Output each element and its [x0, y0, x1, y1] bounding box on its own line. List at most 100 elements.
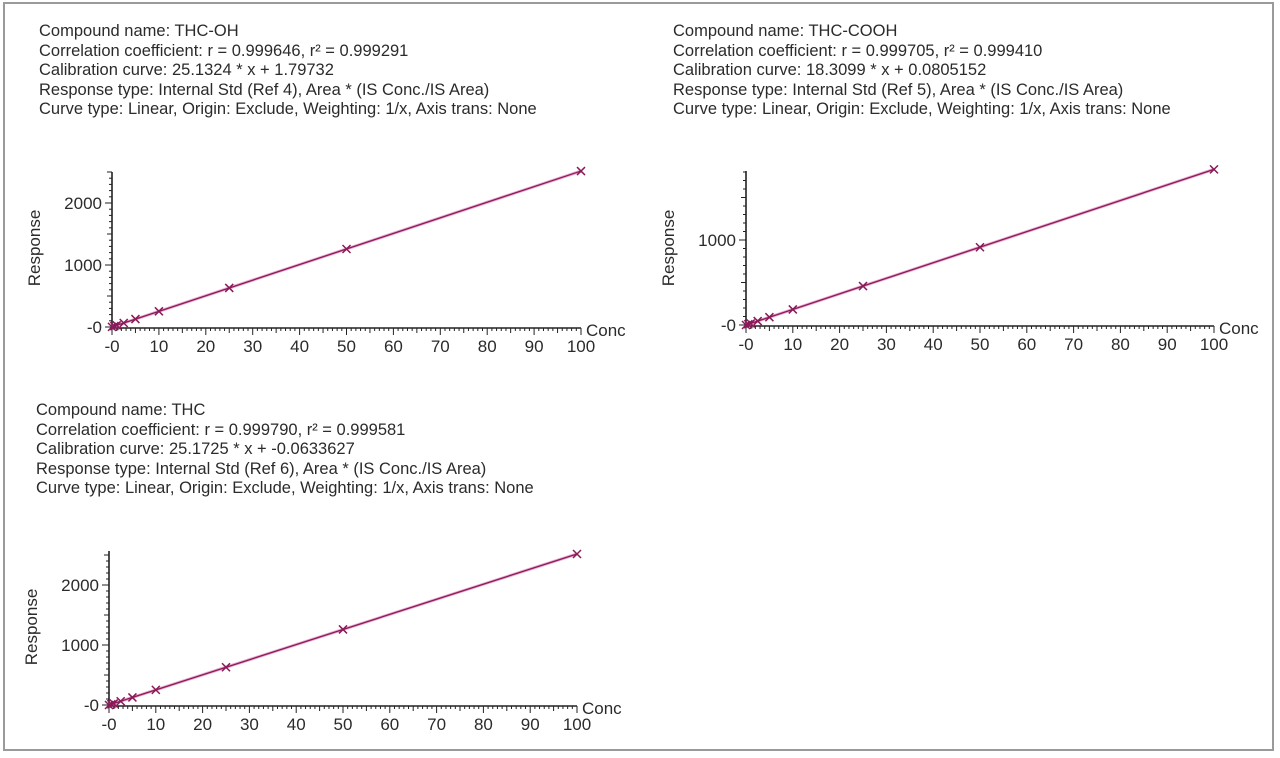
x-tick-label: 20: [830, 335, 849, 354]
response-type: Response type: Internal Std (Ref 6), Are…: [36, 459, 487, 478]
x-tick-label: 30: [243, 337, 262, 356]
curve-type: Curve type: Linear, Origin: Exclude, Wei…: [39, 100, 537, 119]
report-frame: [3, 2, 1274, 751]
x-tick-label: 50: [337, 337, 356, 356]
calibration-curve: Calibration curve: 25.1725 * x + -0.0633…: [36, 440, 355, 459]
x-tick-label: 10: [146, 715, 165, 734]
x-axis-label: Conc: [582, 699, 622, 718]
x-marker-icon: [119, 318, 129, 328]
y-tick-label: 1000: [61, 636, 99, 655]
x-axis-label: Conc: [1219, 319, 1259, 338]
y-tick-label: 2000: [64, 194, 102, 213]
correlation-coefficient: Correlation coefficient: r = 0.999646, r…: [39, 41, 409, 60]
x-marker-icon: [746, 318, 756, 329]
y-tick-label: -0: [84, 696, 99, 715]
x-tick-label: 80: [1111, 335, 1130, 354]
compound-name: Compound name: THC-COOH: [673, 22, 898, 40]
x-marker-icon: [858, 281, 868, 291]
calibration-curve: Calibration curve: 25.1324 * x + 1.79732: [39, 61, 334, 80]
x-tick-label: 80: [478, 337, 497, 356]
x-tick-label: 100: [563, 715, 591, 734]
x-tick-label: 30: [877, 335, 896, 354]
data-points: [107, 166, 586, 332]
x-marker-icon: [572, 549, 582, 559]
x-tick-label: 70: [1064, 335, 1083, 354]
x-marker-icon: [109, 698, 119, 709]
x-marker-icon: [576, 166, 586, 176]
panel-info-thc-cooh: Compound name: THC-COOH Correlation coef…: [673, 22, 1171, 120]
x-ticks: [111, 328, 582, 335]
x-marker-icon: [1209, 164, 1219, 174]
x-marker-icon: [127, 692, 137, 702]
x-tick-label: 20: [193, 715, 212, 734]
y-tick-label: 1000: [698, 231, 736, 250]
x-tick-label: 70: [427, 715, 446, 734]
compound-name: Compound name: THC-OH: [39, 22, 239, 40]
x-tick-label: 80: [474, 715, 493, 734]
curve-type: Curve type: Linear, Origin: Exclude, Wei…: [673, 100, 1171, 119]
x-marker-icon: [224, 283, 234, 293]
response-type: Response type: Internal Std (Ref 4), Are…: [39, 80, 490, 99]
x-marker-icon: [106, 699, 116, 709]
x-tick-label: -0: [101, 715, 116, 734]
x-marker-icon: [341, 244, 352, 254]
y-axis-label: Response: [25, 210, 44, 287]
y-tick-label: -0: [87, 318, 102, 337]
x-marker-icon: [764, 312, 774, 322]
y-ticks: [739, 171, 746, 326]
x-tick-label: 60: [1017, 335, 1036, 354]
x-tick-label: 50: [971, 335, 990, 354]
x-marker-icon: [151, 685, 161, 695]
x-axis-label: Conc: [586, 321, 626, 340]
x-tick-label: 90: [1158, 335, 1177, 354]
calibration-curve: Calibration curve: 18.3099 * x + 0.08051…: [673, 61, 987, 80]
x-marker-icon: [338, 624, 348, 634]
x-marker-icon: [975, 242, 985, 252]
x-marker-icon: [154, 306, 164, 316]
y-ticks: [102, 554, 109, 706]
x-tick-label: 70: [431, 337, 450, 356]
correlation-coefficient: Correlation coefficient: r = 0.999790, r…: [36, 420, 406, 439]
x-tick-label: 90: [525, 337, 544, 356]
response-type: Response type: Internal Std (Ref 5), Are…: [673, 80, 1124, 99]
x-tick-label: 40: [924, 335, 943, 354]
x-marker-icon: [130, 314, 140, 324]
y-tick-label: 1000: [64, 256, 102, 275]
x-tick-label: 50: [334, 715, 353, 734]
x-marker-icon: [753, 316, 763, 326]
x-marker-icon: [112, 320, 122, 330]
x-tick-label: 20: [196, 337, 215, 356]
panel-info-thc: Compound name: THC Correlation coefficie…: [36, 401, 534, 499]
curve-type: Curve type: Linear, Origin: Exclude, Wei…: [36, 479, 534, 498]
x-marker-icon: [788, 304, 798, 314]
x-ticks: [745, 326, 1215, 333]
data-points: [104, 549, 582, 710]
x-marker-icon: [221, 662, 231, 672]
x-tick-label: 40: [287, 715, 306, 734]
y-ticks: [105, 171, 112, 328]
x-tick-label: -0: [738, 335, 753, 354]
x-tick-label: 100: [567, 337, 595, 356]
x-tick-label: -0: [104, 337, 119, 356]
correlation-coefficient: Correlation coefficient: r = 0.999705, r…: [673, 41, 1043, 60]
data-points: [741, 164, 1219, 330]
x-tick-label: 100: [1200, 335, 1228, 354]
x-marker-icon: [116, 696, 126, 706]
y-axis-label: Response: [22, 589, 41, 666]
x-tick-label: 60: [380, 715, 399, 734]
x-ticks: [108, 706, 578, 713]
x-marker-icon: [109, 321, 119, 331]
y-tick-label: -0: [721, 316, 736, 335]
x-tick-label: 30: [240, 715, 259, 734]
y-tick-label: 2000: [61, 576, 99, 595]
x-marker-icon: [743, 319, 753, 329]
y-axis-label: Response: [659, 210, 678, 287]
x-tick-label: 10: [149, 337, 168, 356]
x-tick-label: 40: [290, 337, 309, 356]
x-tick-label: 60: [384, 337, 403, 356]
x-tick-label: 90: [521, 715, 540, 734]
panel-info-thc-oh: Compound name: THC-OH Correlation coeffi…: [39, 22, 537, 120]
